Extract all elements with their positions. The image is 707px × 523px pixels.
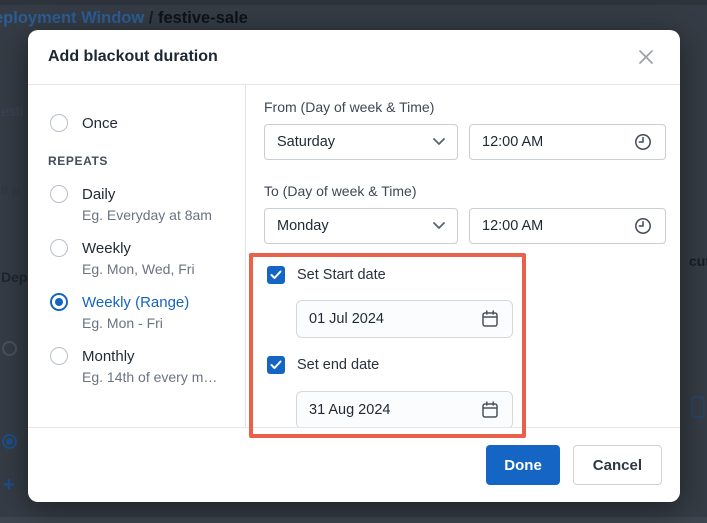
radio-option-weekly[interactable]: Weekly Eg. Mon, Wed, Fri <box>50 238 245 280</box>
breadcrumb: eployment Window / festive-sale <box>0 9 248 28</box>
background-text-fragment: cut <box>689 253 707 269</box>
dialog-footer: Done Cancel <box>28 427 680 502</box>
checkbox-checked-icon[interactable] <box>267 356 285 374</box>
radio-option-daily[interactable]: Daily Eg. Everyday at 8am <box>50 184 245 226</box>
end-date-input[interactable]: 31 Aug 2024 <box>296 391 513 427</box>
radio-icon[interactable] <box>50 185 68 203</box>
dialog-header: Add blackout duration <box>28 30 680 85</box>
set-start-date-checkbox-row[interactable]: Set Start date <box>267 266 666 284</box>
to-time-input[interactable]: 12:00 AM <box>469 208 666 244</box>
from-time-input[interactable]: 12:00 AM <box>469 124 666 160</box>
background-text-fragment: Dep <box>1 269 28 285</box>
set-start-date-label: Set Start date <box>297 267 386 283</box>
start-date-value: 01 Jul 2024 <box>309 311 384 327</box>
close-button[interactable] <box>633 44 659 70</box>
background-plus-icon: + <box>3 474 15 496</box>
to-label: To (Day of week & Time) <box>264 183 417 199</box>
close-icon <box>637 48 655 66</box>
chevron-down-icon <box>433 138 445 146</box>
clock-icon <box>633 132 653 152</box>
end-date-value: 31 Aug 2024 <box>309 402 391 418</box>
radio-example: Eg. Mon - Fri <box>82 315 163 331</box>
to-day-select[interactable]: Monday <box>264 208 458 244</box>
from-day-value: Saturday <box>277 134 336 150</box>
schedule-form: From (Day of week & Time) Saturday 12:00… <box>246 85 680 427</box>
radio-example: Eg. Everyday at 8am <box>82 207 212 223</box>
radio-option-weekly-range[interactable]: Weekly (Range) Eg. Mon - Fri <box>50 292 245 334</box>
background-text-fragment: ll p <box>1 183 20 198</box>
calendar-icon <box>480 309 500 329</box>
to-day-value: Monday <box>277 218 329 234</box>
radio-label: Weekly (Range) <box>82 294 190 311</box>
background-text-fragment: esti <box>1 103 23 119</box>
background-artifact <box>691 396 705 418</box>
radio-label: Monthly <box>82 348 135 365</box>
repeats-heading: REPEATS <box>48 154 108 168</box>
add-blackout-duration-dialog: Add blackout duration Once REPEATS <box>28 30 680 502</box>
radio-option-once[interactable]: Once <box>50 113 245 134</box>
recurrence-options: Once REPEATS Daily Eg. Everyday at 8am W… <box>28 85 246 427</box>
set-end-date-checkbox-row[interactable]: Set end date <box>267 356 666 374</box>
radio-icon[interactable] <box>50 239 68 257</box>
radio-label: Daily <box>82 186 116 203</box>
dialog-body: Once REPEATS Daily Eg. Everyday at 8am W… <box>28 85 680 427</box>
clock-icon <box>633 216 653 236</box>
chevron-down-icon <box>433 222 445 230</box>
breadcrumb-current: festive-sale <box>157 9 248 27</box>
calendar-icon <box>480 400 500 420</box>
cancel-button[interactable]: Cancel <box>572 445 662 485</box>
to-time-value: 12:00 AM <box>482 218 544 234</box>
radio-label: Once <box>82 115 118 132</box>
breadcrumb-separator: / <box>144 9 158 27</box>
checkbox-checked-icon[interactable] <box>267 266 285 284</box>
radio-option-monthly[interactable]: Monthly Eg. 14th of every m… <box>50 346 245 388</box>
from-label: From (Day of week & Time) <box>264 99 435 115</box>
radio-label: Weekly <box>82 240 131 257</box>
from-day-select[interactable]: Saturday <box>264 124 458 160</box>
radio-example: Eg. 14th of every m… <box>82 369 218 385</box>
background-text-fragment: scri <box>1 148 22 163</box>
radio-icon[interactable] <box>50 114 68 132</box>
background-bottom-strip <box>0 517 707 523</box>
radio-example: Eg. Mon, Wed, Fri <box>82 261 195 277</box>
dialog-title: Add blackout duration <box>48 48 218 65</box>
done-button[interactable]: Done <box>486 445 560 485</box>
set-end-date-label: Set end date <box>297 357 380 373</box>
from-time-value: 12:00 AM <box>482 134 544 150</box>
background-radio-icon <box>2 341 17 356</box>
background-radio-selected-icon <box>2 434 17 449</box>
breadcrumb-link[interactable]: eployment Window <box>0 9 145 27</box>
radio-icon[interactable] <box>50 347 68 365</box>
radio-icon-selected[interactable] <box>50 293 68 311</box>
background-top-strip <box>0 0 707 5</box>
start-date-input[interactable]: 01 Jul 2024 <box>296 300 513 338</box>
